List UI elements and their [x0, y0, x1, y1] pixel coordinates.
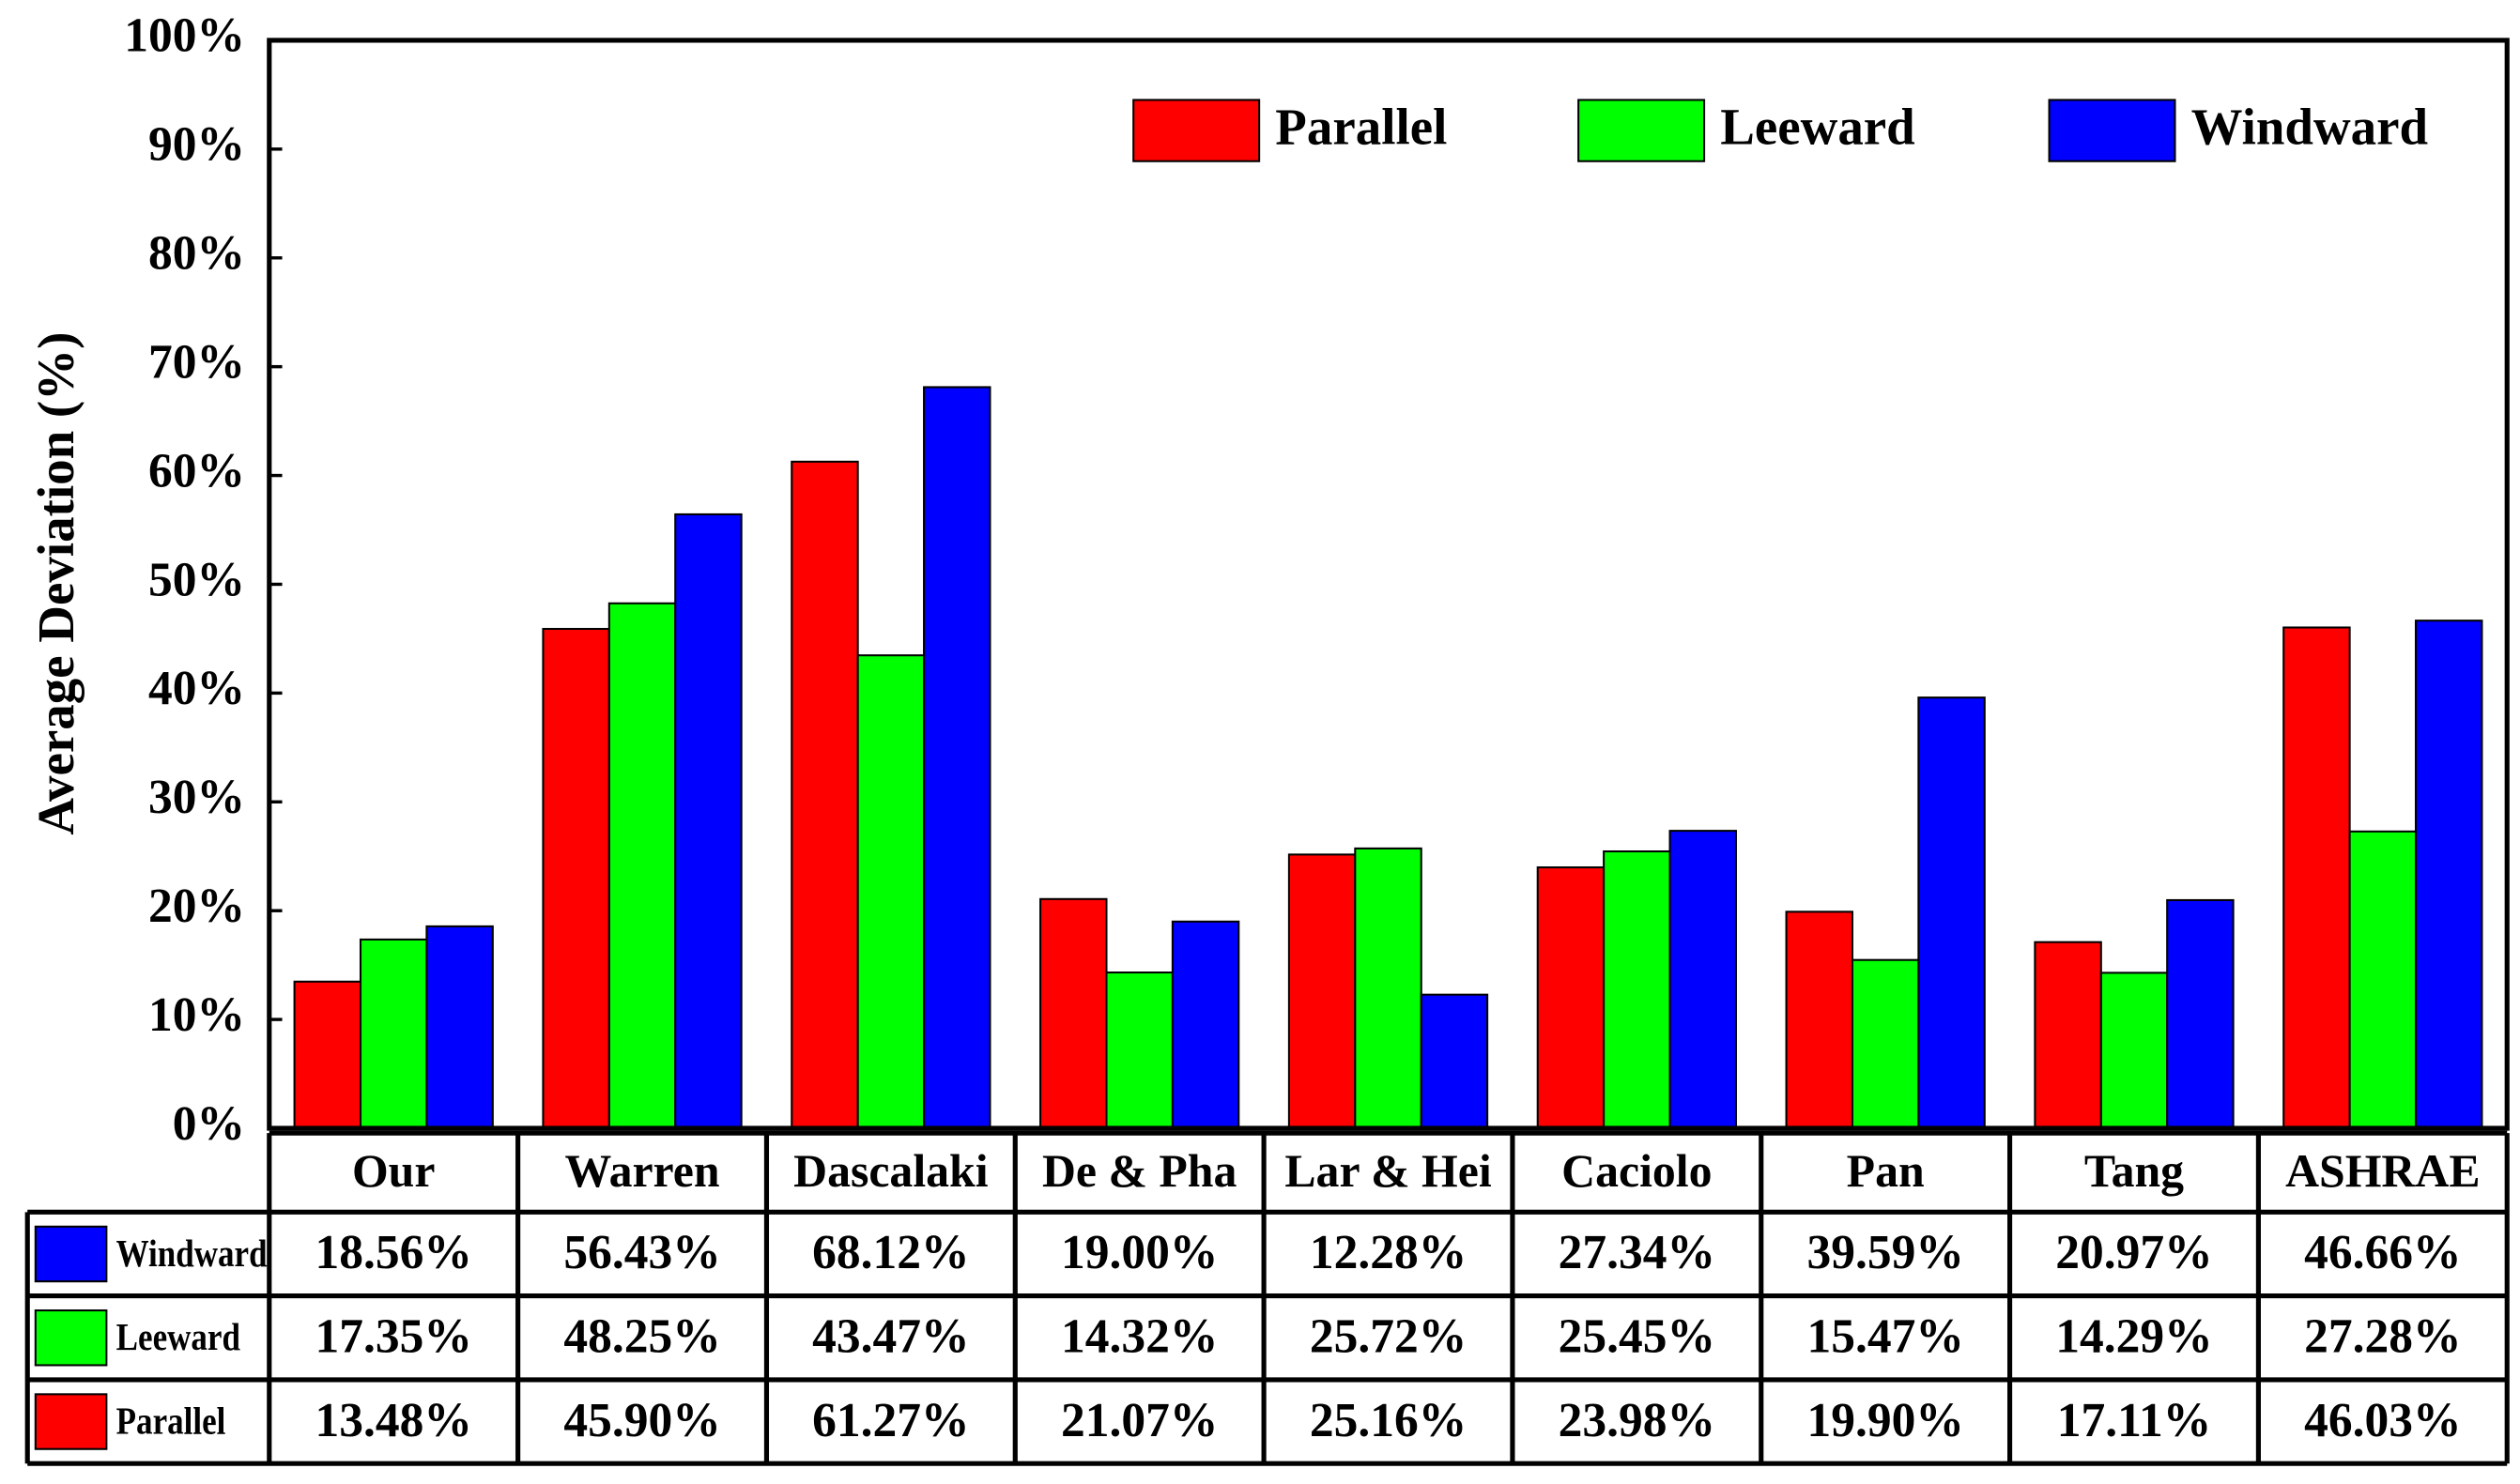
table-value: 14.29%	[2055, 1310, 2212, 1364]
table-value: 27.34%	[1559, 1226, 1715, 1279]
legend-swatch	[1577, 99, 1706, 162]
bar	[923, 386, 991, 1130]
y-tick-label: 70%	[148, 335, 245, 389]
x-tick-label: Caciolo	[1561, 1145, 1712, 1197]
y-tick-label: 40%	[148, 662, 245, 715]
bar	[1603, 850, 1671, 1130]
table-value: 39.59%	[1806, 1226, 1963, 1279]
table-value: 17.35%	[315, 1310, 472, 1364]
y-tick-label: 20%	[148, 880, 245, 933]
y-tick-label: 100%	[124, 9, 245, 63]
table-row-label: Leeward	[116, 1317, 240, 1359]
y-tick-label: 0%	[173, 1097, 245, 1151]
table-value: 48.25%	[563, 1310, 720, 1364]
bar	[1536, 866, 1606, 1130]
bar	[359, 938, 428, 1130]
table-value: 12.28%	[1310, 1226, 1467, 1279]
bar	[674, 513, 743, 1130]
table-value: 23.98%	[1559, 1394, 1715, 1447]
bar	[1171, 920, 1240, 1130]
x-tick-label: De & Pha	[1042, 1145, 1237, 1197]
table-value: 68.12%	[812, 1226, 969, 1279]
bar	[607, 602, 677, 1130]
table-value: 45.90%	[563, 1394, 720, 1447]
table-value: 56.43%	[563, 1226, 720, 1279]
plot-frame	[267, 38, 2510, 1131]
bar	[1039, 897, 1108, 1130]
y-tick-label: 90%	[148, 118, 245, 172]
x-tick-label: Tang	[2084, 1145, 2184, 1197]
table-value: 43.47%	[812, 1310, 969, 1364]
bar	[293, 980, 362, 1130]
bar	[856, 654, 926, 1130]
table-value: 14.32%	[1061, 1310, 1218, 1364]
bar	[1105, 971, 1174, 1130]
bar	[2414, 620, 2483, 1130]
y-axis-label: Average Deviation (%)	[27, 332, 85, 835]
table-value: 13.48%	[315, 1394, 472, 1447]
table-value: 20.97%	[2055, 1226, 2212, 1279]
table-value: 17.11%	[2057, 1394, 2212, 1447]
table-value: 61.27%	[812, 1394, 969, 1447]
legend-label: Leeward	[1720, 98, 1915, 155]
bar	[1851, 958, 1920, 1130]
bar	[1785, 910, 1853, 1130]
bar	[425, 925, 494, 1130]
bar	[1420, 993, 1489, 1130]
table-value: 19.00%	[1061, 1226, 1218, 1279]
table-value: 46.03%	[2304, 1394, 2461, 1447]
x-tick-label: Lar & Hei	[1284, 1145, 1491, 1197]
x-tick-label: Pan	[1847, 1145, 1925, 1197]
table-value: 21.07%	[1061, 1394, 1218, 1447]
table-row-label: Windward	[116, 1232, 268, 1275]
table-value: 25.16%	[1310, 1394, 1467, 1447]
bar	[2282, 626, 2351, 1130]
y-tick-label: 60%	[148, 444, 245, 497]
table-row-label: Parallel	[116, 1400, 226, 1443]
x-tick-label: Our	[352, 1145, 436, 1197]
legend-swatch	[1132, 99, 1261, 162]
table-swatch	[34, 1225, 108, 1283]
table-value: 25.72%	[1310, 1310, 1467, 1364]
x-tick-label: Dascalaki	[793, 1145, 989, 1197]
table-value: 46.66%	[2304, 1226, 2461, 1279]
legend-swatch	[2048, 99, 2176, 162]
bar	[1917, 696, 1986, 1130]
bar	[1354, 847, 1422, 1130]
y-tick-label: 10%	[148, 988, 245, 1042]
y-tick-label: 30%	[148, 771, 245, 824]
bar	[2348, 830, 2418, 1130]
bar	[542, 627, 610, 1130]
table-value: 27.28%	[2304, 1310, 2461, 1364]
table-swatch	[34, 1309, 108, 1367]
bar	[1668, 830, 1737, 1130]
bar	[2099, 971, 2169, 1130]
bar	[2166, 898, 2235, 1130]
bar	[791, 460, 859, 1130]
table-value: 25.45%	[1559, 1310, 1715, 1364]
table-swatch	[34, 1393, 108, 1450]
table-value: 15.47%	[1806, 1310, 1963, 1364]
legend-label: Parallel	[1275, 98, 1447, 155]
bar	[2034, 941, 2102, 1130]
legend-label: Windward	[2191, 98, 2428, 155]
y-tick-label: 50%	[148, 553, 245, 606]
table-value: 19.90%	[1806, 1394, 1963, 1447]
y-tick-label: 80%	[148, 227, 245, 281]
x-tick-label: ASHRAE	[2285, 1145, 2480, 1197]
x-tick-label: Warren	[565, 1145, 720, 1197]
bar	[1287, 853, 1357, 1130]
table-value: 18.56%	[315, 1226, 472, 1279]
